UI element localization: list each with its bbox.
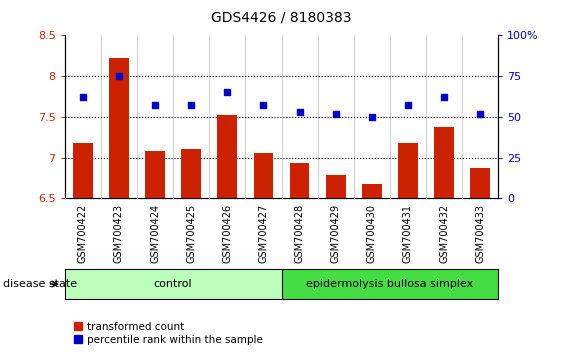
Text: disease state: disease state — [3, 279, 77, 289]
Point — [223, 90, 232, 95]
Point — [187, 103, 196, 108]
Text: GSM700432: GSM700432 — [439, 204, 449, 263]
Bar — [109, 58, 129, 198]
Point — [440, 95, 449, 100]
Point — [367, 114, 376, 120]
Text: GSM700431: GSM700431 — [403, 204, 413, 263]
Point — [259, 103, 268, 108]
Text: GSM700425: GSM700425 — [186, 204, 196, 263]
Point — [78, 95, 87, 100]
Text: epidermolysis bullosa simplex: epidermolysis bullosa simplex — [306, 279, 473, 289]
Bar — [326, 176, 346, 198]
Bar — [65, 269, 282, 299]
Text: GSM700430: GSM700430 — [367, 204, 377, 263]
Bar — [398, 143, 418, 198]
Bar — [73, 143, 93, 198]
Text: GSM700423: GSM700423 — [114, 204, 124, 263]
Point — [404, 103, 413, 108]
Text: GSM700428: GSM700428 — [294, 204, 305, 263]
Text: GSM700424: GSM700424 — [150, 204, 160, 263]
Bar — [362, 184, 382, 198]
Point — [476, 111, 485, 116]
Bar — [253, 154, 274, 198]
Point — [114, 73, 123, 79]
Point — [295, 109, 304, 115]
Text: GDS4426 / 8180383: GDS4426 / 8180383 — [211, 11, 352, 25]
Bar — [145, 151, 165, 198]
Bar — [434, 127, 454, 198]
Bar — [181, 149, 201, 198]
Bar — [470, 168, 490, 198]
Legend: transformed count, percentile rank within the sample: transformed count, percentile rank withi… — [70, 317, 267, 349]
Bar — [217, 115, 237, 198]
Text: GSM700427: GSM700427 — [258, 204, 269, 263]
Bar — [282, 269, 498, 299]
Point — [150, 103, 159, 108]
Text: GSM700429: GSM700429 — [330, 204, 341, 263]
Text: GSM700426: GSM700426 — [222, 204, 233, 263]
Text: GSM700422: GSM700422 — [78, 204, 88, 263]
Text: control: control — [154, 279, 193, 289]
Text: GSM700433: GSM700433 — [475, 204, 485, 263]
Bar — [289, 163, 310, 198]
Point — [331, 111, 340, 116]
